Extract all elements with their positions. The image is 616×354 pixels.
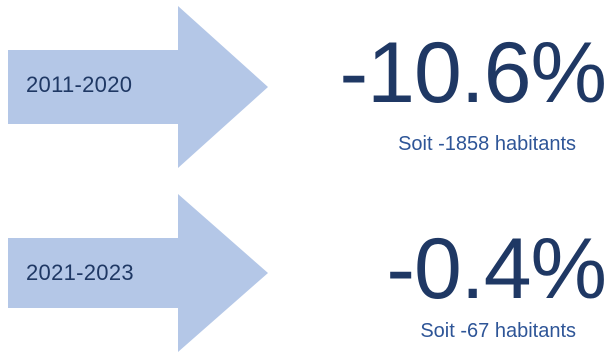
change-detail: Soit -67 habitants (420, 320, 576, 342)
right-arrow-icon (8, 194, 268, 352)
change-percent: -10.6% (339, 25, 607, 121)
period-label: 2021-2023 (26, 260, 134, 285)
right-arrow-icon (8, 6, 268, 168)
period-label: 2011-2020 (26, 72, 133, 97)
stat-block-2021-2023: 2021-2023 -0.4% Soit -67 habitants (0, 190, 616, 354)
change-detail: Soit -1858 habitants (398, 133, 576, 155)
change-percent: -0.4% (386, 221, 607, 317)
stat-block-2011-2020: 2011-2020 -10.6% Soit -1858 habitants (0, 0, 616, 170)
